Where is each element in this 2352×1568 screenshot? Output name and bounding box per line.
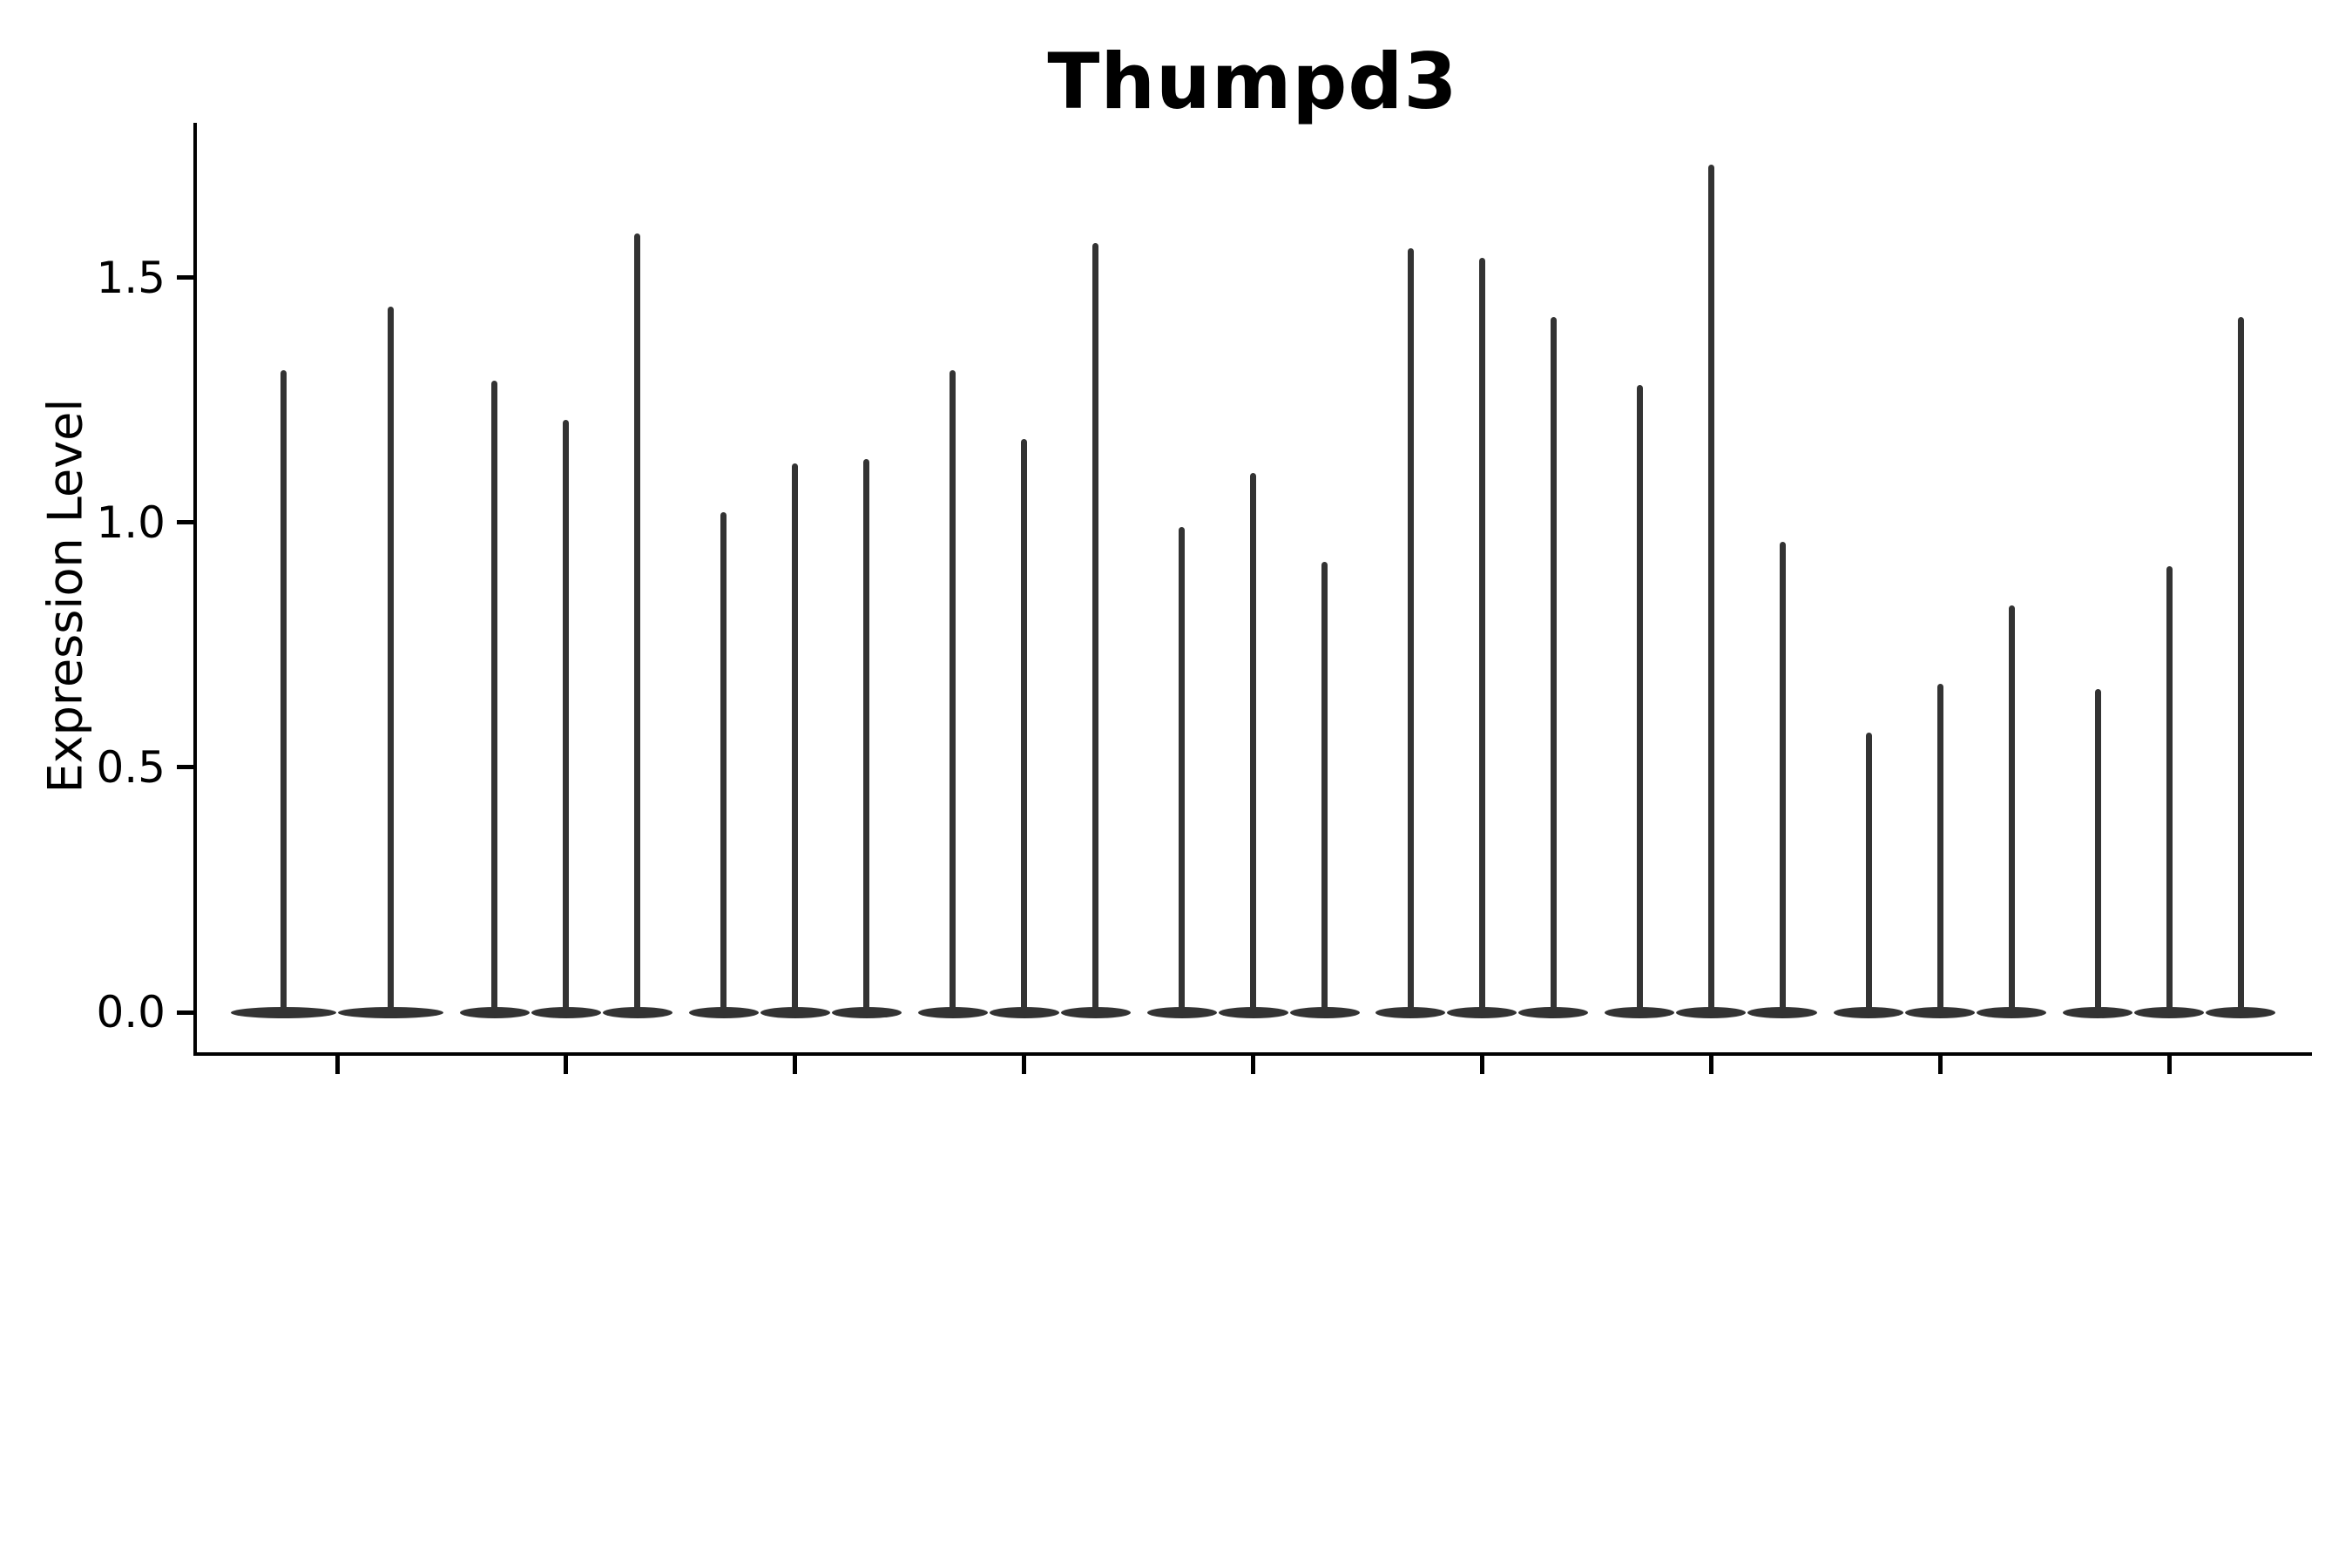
violin-zero-density: [831, 1006, 902, 1018]
x-tick-mark: [1708, 1056, 1713, 1074]
violin-zero-density: [1676, 1006, 1747, 1018]
violin-zero-density: [1146, 1006, 1217, 1018]
violin-zero-density: [602, 1006, 672, 1018]
violin-zero-density: [2206, 1006, 2275, 1018]
violin-zero-density: [2134, 1006, 2204, 1018]
violin-spike: [1550, 316, 1557, 1012]
x-tick-mark: [1022, 1056, 1027, 1074]
violin-zero-density: [1447, 1006, 1517, 1018]
violin-spike: [950, 370, 956, 1012]
violin-zero-density: [1060, 1006, 1131, 1018]
violin-spike: [280, 370, 287, 1012]
violin-zero-density: [1747, 1006, 1818, 1018]
x-tick-mark: [564, 1056, 569, 1074]
violin-spike: [863, 458, 870, 1012]
violin-zero-density: [917, 1006, 988, 1018]
y-tick-mark: [177, 520, 194, 525]
y-axis-label: Expression Level: [37, 398, 93, 794]
violin-zero-density: [1289, 1006, 1360, 1018]
x-tick-mark: [1251, 1056, 1255, 1074]
violin-zero-density: [338, 1006, 443, 1018]
violin-spike: [2237, 316, 2244, 1012]
y-tick-label: 1.0: [96, 497, 166, 548]
y-axis-spine: [193, 123, 197, 1056]
x-tick-mark: [2166, 1056, 2172, 1074]
violin-spike: [2008, 605, 2015, 1012]
violin-zero-density: [1834, 1006, 1904, 1018]
violin-zero-density: [2063, 1006, 2132, 1018]
chart-title: Thumpd3: [1047, 37, 1458, 126]
violin-zero-density: [1977, 1006, 2047, 1018]
violin-spike: [1250, 473, 1256, 1012]
violin-spike: [1936, 684, 1943, 1012]
violin-spike: [1636, 385, 1643, 1012]
y-tick-mark: [177, 275, 194, 280]
violin-spike: [720, 512, 727, 1012]
violin-zero-density: [989, 1006, 1059, 1018]
y-tick-label: 0.5: [96, 741, 166, 793]
violin-zero-density: [459, 1006, 530, 1018]
violin-zero-density: [231, 1006, 336, 1018]
violin-spike: [2094, 688, 2101, 1012]
violin-zero-density: [531, 1006, 601, 1018]
x-axis-spine: [193, 1052, 2312, 1056]
violin-spike: [1407, 247, 1414, 1012]
violin-spike: [792, 463, 799, 1012]
violin-spike: [1021, 439, 1028, 1012]
y-tick-mark: [177, 1010, 194, 1015]
violin-zero-density: [1375, 1006, 1446, 1018]
violin-spike: [388, 307, 394, 1012]
x-tick-mark: [793, 1056, 798, 1074]
violin-spike: [1179, 527, 1185, 1012]
x-tick-mark: [1479, 1056, 1484, 1074]
violin-spike: [1865, 733, 1872, 1012]
violin-spike: [563, 419, 570, 1012]
violin-zero-density: [1905, 1006, 1976, 1018]
violin-spike: [1321, 561, 1328, 1012]
violin-spike: [1779, 542, 1786, 1012]
violin-zero-density: [688, 1006, 759, 1018]
y-tick-mark: [177, 765, 194, 770]
y-tick-label: 0.0: [96, 987, 166, 1037]
violin-zero-density: [1218, 1006, 1288, 1018]
y-tick-label: 1.5: [96, 252, 166, 303]
violin-spike: [634, 233, 641, 1012]
violin-spike: [1478, 258, 1485, 1012]
violin-zero-density: [1605, 1006, 1675, 1018]
violin-zero-density: [760, 1006, 830, 1018]
violin-spike: [2166, 566, 2173, 1012]
violin-spike: [1092, 243, 1099, 1012]
violin-zero-density: [1518, 1006, 1589, 1018]
violin-spike: [491, 380, 498, 1012]
x-tick-mark: [335, 1056, 340, 1074]
x-tick-mark: [1937, 1056, 1943, 1074]
violin-spike: [1707, 165, 1714, 1012]
